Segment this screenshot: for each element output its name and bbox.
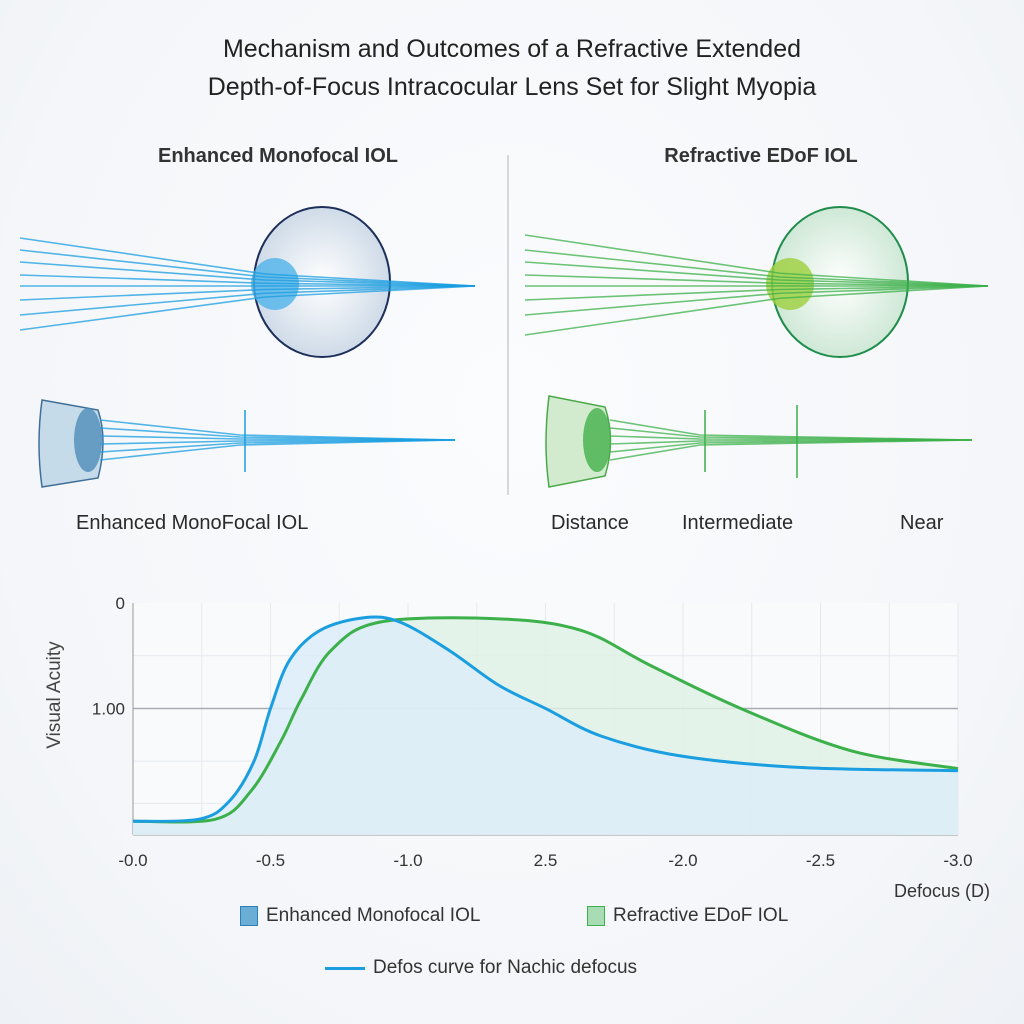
light-ray — [524, 285, 989, 336]
x-tick-label: -2.5 — [806, 851, 835, 870]
legend-label-edof: Refractive EDoF IOL — [613, 905, 789, 926]
light-ray — [19, 285, 476, 301]
light-ray — [19, 274, 476, 287]
label-distance: Distance — [551, 512, 629, 534]
light-ray — [19, 261, 476, 287]
area-monofocal — [133, 617, 958, 835]
lens-optic-right — [583, 408, 611, 472]
light-ray — [524, 285, 989, 301]
x-tick-label: -0.0 — [118, 851, 147, 870]
legend-swatch-monofocal — [240, 906, 258, 926]
y-tick-label: 1.00 — [92, 699, 125, 718]
x-tick-label: -3.0 — [943, 851, 972, 870]
light-ray — [19, 285, 476, 331]
legend-item-edof: Refractive EDoF IOL — [587, 905, 788, 927]
legend-label-monofocal: Enhanced Monofocal IOL — [266, 905, 481, 926]
legend-item-monofocal: Enhanced Monofocal IOL — [240, 905, 480, 927]
left-panel-title: Enhanced Monofocal IOL — [157, 145, 398, 167]
series-line-monofocal — [132, 615, 959, 823]
lens-optic-left — [74, 408, 102, 472]
light-ray — [19, 249, 476, 287]
light-ray — [99, 439, 456, 461]
x-tick-label: -0.5 — [256, 851, 285, 870]
light-ray — [524, 274, 989, 287]
label-intermediate: Intermediate — [682, 512, 794, 534]
left-caption: Enhanced MonoFocal IOL — [76, 512, 309, 534]
figure-title: Mechanism and Outcomes of a Refractive E… — [0, 30, 1024, 106]
legend-line-defocus-curve — [325, 966, 365, 970]
light-ray — [19, 237, 476, 287]
light-ray — [524, 261, 989, 287]
y-tick-label: 0 — [116, 594, 125, 613]
x-tick-label: -1.0 — [393, 851, 422, 870]
x-tick-label: -2.0 — [668, 851, 697, 870]
label-near: Near — [900, 512, 944, 534]
x-tick-label: 2.5 — [534, 851, 558, 870]
light-ray — [524, 249, 989, 287]
light-ray — [524, 234, 989, 287]
right-panel-title: Refractive EDoF IOL — [664, 145, 858, 167]
x-axis-label: Defocus (D) — [894, 881, 990, 901]
y-axis-label: Visual Acuity — [44, 641, 65, 749]
legend-swatch-edof — [587, 906, 605, 926]
title-line-2: Depth-of-Focus Intracocular Lens Set for… — [207, 73, 817, 101]
legend-label-defocus-curve: Defos curve for Nachic defocus — [373, 957, 638, 978]
title-line-1: Mechanism and Outcomes of a Refractive E… — [222, 35, 802, 63]
legend-item-defocus-curve: Defos curve for Nachic defocus — [325, 957, 637, 979]
light-ray — [609, 439, 973, 461]
series-line-edof — [132, 616, 959, 824]
light-ray — [19, 285, 476, 316]
light-ray — [524, 285, 989, 316]
